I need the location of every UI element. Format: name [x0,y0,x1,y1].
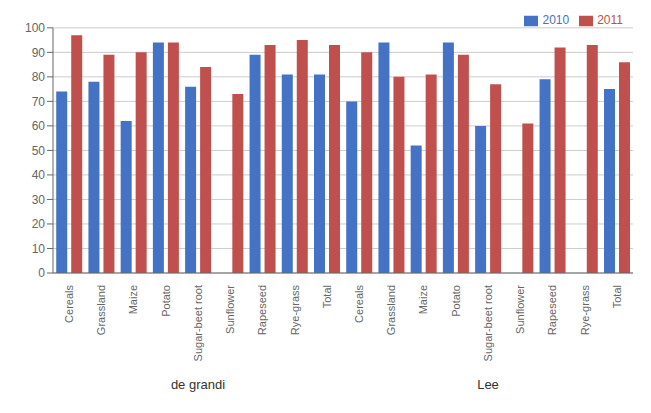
html-text:2011: 2011 [597,13,623,27]
svg-text:30: 30 [32,193,46,207]
svg-text:Grassland: Grassland [95,285,107,335]
svg-text:100: 100 [25,21,45,35]
svg-text:Total: Total [611,285,623,308]
svg-text:Sugar-beet root: Sugar-beet root [192,285,204,361]
svg-text:Cereals: Cereals [353,285,365,323]
svg-text:80: 80 [32,70,46,84]
svg-text:0: 0 [38,266,45,280]
svg-text:10: 10 [32,242,46,256]
svg-text:Potato: Potato [450,285,462,317]
svg-text:90: 90 [32,46,46,60]
svg-text:Maize: Maize [127,285,139,314]
svg-text:50: 50 [32,144,46,158]
svg-text:Total: Total [321,285,333,308]
svg-text:Rapeseed: Rapeseed [546,285,558,335]
svg-text:Rapeseed: Rapeseed [256,285,268,335]
svg-text:Lee: Lee [477,377,499,392]
svg-text:Maize: Maize [417,285,429,314]
svg-text:Rye-grass: Rye-grass [579,285,591,336]
svg-text:70: 70 [32,95,46,109]
svg-text:de grandi: de grandi [171,377,225,392]
svg-text:60: 60 [32,119,46,133]
svg-text:40: 40 [32,168,46,182]
svg-text:Sugar-beet root: Sugar-beet root [482,285,494,361]
html-text:2010: 2010 [542,13,570,27]
svg-text:Sunflower: Sunflower [224,285,236,334]
svg-text:Sunflower: Sunflower [514,285,526,334]
svg-text:Cereals: Cereals [63,285,75,323]
svg-text:Rye-grass: Rye-grass [289,285,301,336]
svg-text:Potato: Potato [160,285,172,317]
svg-text:Grassland: Grassland [385,285,397,335]
svg-text:20: 20 [32,217,46,231]
